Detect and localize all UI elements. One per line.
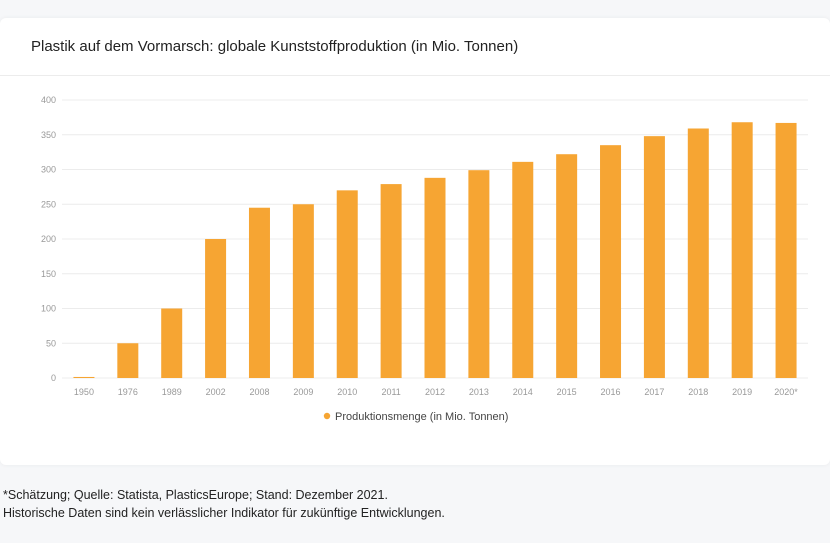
- y-tick-label: 200: [41, 234, 56, 244]
- bar[interactable]: [161, 308, 183, 379]
- x-tick-label: 2015: [557, 387, 577, 397]
- bar[interactable]: [117, 343, 139, 378]
- y-tick-label: 350: [41, 130, 56, 140]
- x-tick-label: 2020*: [774, 387, 798, 397]
- y-tick-label: 50: [46, 338, 56, 348]
- bar[interactable]: [600, 145, 622, 378]
- bar[interactable]: [775, 122, 797, 378]
- x-axis: 1950 1976 1989 2002 2008 2009 2010 2011 2012 2013…: [74, 387, 798, 397]
- x-tick-label: 2008: [249, 387, 269, 397]
- y-tick-label: 150: [41, 269, 56, 279]
- x-tick-label: 1989: [162, 387, 182, 397]
- x-tick-label: 2016: [601, 387, 621, 397]
- x-tick-label: 2009: [293, 387, 313, 397]
- chart-header: Plastik auf dem Vormarsch: globale Kunst…: [0, 18, 830, 76]
- x-tick-label: 2002: [206, 387, 226, 397]
- x-tick-label: 2019: [732, 387, 752, 397]
- y-tick-label: 300: [41, 165, 56, 175]
- bar[interactable]: [512, 161, 534, 378]
- y-tick-label: 0: [51, 373, 56, 383]
- bar[interactable]: [248, 207, 270, 378]
- legend-marker: [323, 412, 331, 420]
- bar[interactable]: [687, 128, 709, 378]
- bar[interactable]: [556, 154, 578, 378]
- bar[interactable]: [468, 170, 490, 378]
- bar[interactable]: [336, 190, 358, 378]
- bar[interactable]: [731, 122, 753, 379]
- bar[interactable]: [73, 376, 95, 378]
- bar[interactable]: [643, 136, 665, 378]
- y-axis: 0 50 100 150 200 250 300 350 400: [41, 95, 56, 383]
- x-tick-label: 2014: [513, 387, 533, 397]
- x-tick-label: 2013: [469, 387, 489, 397]
- x-tick-label: 2010: [337, 387, 357, 397]
- legend[interactable]: Produktionsmenge (in Mio. Tonnen): [323, 411, 509, 423]
- bar[interactable]: [380, 184, 402, 378]
- bar[interactable]: [424, 177, 446, 378]
- bar[interactable]: [205, 239, 227, 378]
- bars: [73, 122, 797, 379]
- x-tick-label: 1976: [118, 387, 138, 397]
- legend-label: Produktionsmenge (in Mio. Tonnen): [335, 411, 508, 423]
- chart-card: Plastik auf dem Vormarsch: globale Kunst…: [0, 18, 830, 465]
- y-tick-label: 250: [41, 199, 56, 209]
- x-tick-label: 2018: [688, 387, 708, 397]
- bar[interactable]: [292, 204, 314, 378]
- footnotes: *Schätzung; Quelle: Statista, PlasticsEu…: [3, 486, 445, 522]
- bar-chart: 0 50 100 150 200 250 300 350 400 1950 1976 1989 200…: [41, 95, 808, 423]
- chart-title: Plastik auf dem Vormarsch: globale Kunst…: [31, 38, 519, 55]
- x-tick-label: 2017: [644, 387, 664, 397]
- y-tick-label: 100: [41, 304, 56, 314]
- x-tick-label: 1950: [74, 387, 94, 397]
- footnote-source: *Schätzung; Quelle: Statista, PlasticsEu…: [3, 488, 388, 502]
- y-tick-label: 400: [41, 95, 56, 105]
- x-tick-label: 2012: [425, 387, 445, 397]
- footnote-disclaimer: Historische Daten sind kein verlässliche…: [3, 506, 445, 520]
- x-tick-label: 2011: [381, 387, 400, 397]
